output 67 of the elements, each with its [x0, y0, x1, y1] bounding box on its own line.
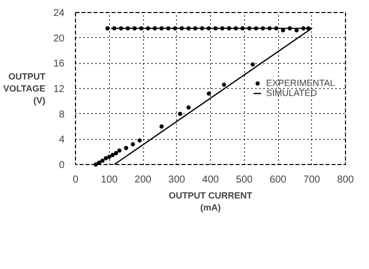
point [159, 26, 164, 30]
point [139, 26, 144, 30]
point [206, 91, 211, 96]
point [124, 146, 128, 150]
point [107, 154, 112, 159]
y-tick-label: 0 [58, 160, 65, 171]
point [114, 151, 118, 156]
point [130, 142, 135, 146]
x-tick-label: 500 [236, 174, 254, 186]
point [260, 26, 265, 30]
point [152, 26, 157, 30]
point [166, 26, 170, 30]
point [172, 26, 178, 30]
point [294, 28, 299, 32]
point [213, 26, 218, 30]
point [206, 26, 211, 30]
point [306, 26, 310, 30]
point [240, 26, 245, 30]
y-tick-label: 12 [53, 84, 65, 95]
point [274, 26, 278, 30]
point [301, 26, 306, 30]
y-tick-label: 20 [53, 33, 65, 44]
point [193, 26, 198, 30]
point [186, 26, 191, 30]
point [118, 26, 124, 30]
y-tick-label: 8 [58, 109, 65, 120]
point [117, 148, 122, 153]
x-tick-label: 100 [100, 174, 118, 186]
point [234, 26, 238, 30]
point [200, 26, 204, 30]
x-tick-label: 0 [72, 174, 79, 186]
point [100, 158, 105, 163]
x-tick-label: 200 [134, 174, 152, 186]
point [180, 26, 184, 30]
legend-label: SIMULATED [266, 88, 317, 98]
y-tick-label: 16 [53, 58, 65, 70]
point [94, 162, 98, 167]
point [280, 28, 286, 32]
point [250, 62, 255, 67]
point [132, 26, 137, 30]
y-tick-label: 24 [53, 8, 65, 19]
y-axis-title: OUTPUT VOLTAGE (V) [3, 72, 46, 106]
point [178, 112, 182, 116]
point [146, 26, 150, 30]
x-tick-label: 700 [303, 174, 321, 186]
legend-label: EXPERIMENTAL [266, 78, 335, 88]
point [220, 26, 224, 30]
x-tick-label: 400 [202, 174, 220, 186]
point [105, 26, 110, 30]
point [254, 26, 258, 30]
point [104, 156, 108, 160]
point [126, 26, 130, 30]
point [267, 26, 272, 30]
x-tick-label: 800 [337, 174, 354, 186]
point [159, 124, 164, 129]
y-tick-label: 4 [58, 134, 65, 146]
point [110, 152, 115, 158]
x-axis-title: OUTPUT CURRENT (mA) [168, 190, 253, 212]
point [226, 26, 232, 30]
point [112, 26, 116, 30]
point [247, 26, 252, 30]
x-tick-label: 600 [270, 174, 287, 186]
point [186, 105, 191, 110]
x-tick-label: 300 [168, 174, 186, 186]
point [138, 138, 142, 143]
point [288, 26, 292, 30]
point [222, 82, 226, 87]
